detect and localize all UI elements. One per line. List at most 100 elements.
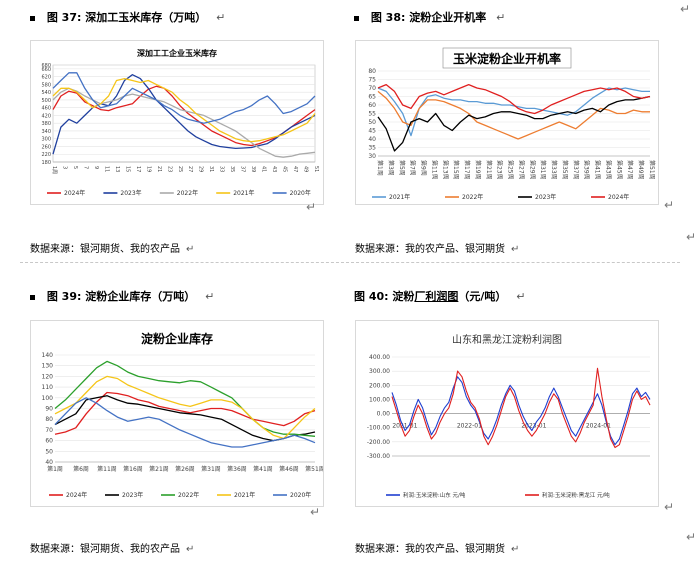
- paragraph-arrow-icon: ↵: [496, 11, 506, 24]
- paragraph-arrow-icon: ↵: [516, 290, 526, 303]
- x-tick-label: 33: [219, 166, 225, 172]
- paragraph-arrow-icon: ↵: [686, 230, 697, 244]
- figure-37-heading: 图 37: 深加工玉米库存（万吨） ↵: [30, 9, 225, 25]
- figure-38-source: 数据来源：我的农产品、银河期货 ↵: [355, 240, 519, 255]
- y-tick-label: 300: [41, 137, 51, 143]
- chart-4-panel: 山东和黑龙江淀粉利润图 -300.00 -200.00 -100.00 0.00 100.…: [355, 320, 659, 507]
- series-line: [54, 391, 316, 435]
- x-tick-label: 第49周: [637, 160, 645, 180]
- x-tick-label: 第1周: [47, 465, 63, 473]
- bullet-icon: [30, 15, 35, 21]
- x-tick-label: 21: [156, 166, 162, 172]
- series-line: [54, 395, 316, 442]
- figure-40-heading: 图 40: 淀粉厂利润图（元/吨） ↵: [354, 288, 525, 304]
- y-tick-label: 500: [41, 98, 51, 104]
- x-tick-label: 第35周: [561, 160, 569, 180]
- series-line: [54, 375, 316, 440]
- y-tick-label: 70: [368, 85, 376, 92]
- y-tick-label: -200.00: [367, 439, 390, 446]
- x-tick-label: 第45周: [615, 160, 623, 180]
- x-tick-label: 45: [282, 166, 288, 172]
- series-line: [52, 85, 316, 147]
- x-tick-label: 41: [261, 166, 267, 172]
- chart-title: 山东和黑龙江淀粉利润图: [452, 333, 562, 346]
- x-tick-label: 第33周: [550, 160, 558, 180]
- x-tick-label: 第51周: [305, 465, 323, 473]
- legend-label: 2020年: [290, 189, 311, 197]
- y-tick-label: 420: [41, 113, 51, 119]
- y-tick-label: 340: [41, 129, 51, 135]
- y-tick-label: 130: [42, 363, 54, 370]
- x-tick-label: 31: [208, 166, 214, 172]
- chart-title: 玉米淀粉企业开机率: [453, 51, 561, 66]
- series-line: [377, 83, 651, 115]
- x-tick-label: 第6周: [73, 465, 89, 473]
- legend-label: 2023年: [122, 491, 143, 499]
- x-tick-label: 17: [135, 166, 141, 172]
- paragraph-arrow-icon: ↵: [310, 505, 321, 519]
- legend-label: 2021年: [389, 193, 410, 201]
- x-tick-label: 27: [187, 166, 193, 172]
- y-tick-label: 30: [368, 153, 376, 160]
- x-tick-label: 7: [82, 166, 88, 169]
- x-tick-label: 第26周: [175, 465, 195, 473]
- x-tick-label: 23: [166, 166, 172, 172]
- x-tick-label: 47: [292, 166, 298, 172]
- paragraph-arrow-icon: ↵: [664, 198, 675, 212]
- x-tick-label: 第11周: [97, 465, 117, 473]
- series-line: [52, 87, 316, 158]
- paragraph-arrow-icon: ↵: [680, 2, 691, 16]
- legend-label: 2021年: [234, 491, 255, 499]
- chart-title-box: [442, 47, 572, 69]
- y-tick-label: 80: [45, 416, 53, 423]
- figure-39-heading: 图 39: 淀粉企业库存（万吨） ↵: [30, 288, 214, 304]
- chart-3-panel: 淀粉企业库存 40 50 60 70 80 90 100 110 120 130 140 第1周 第6周第…: [30, 320, 325, 507]
- y-tick-label: 540: [41, 90, 51, 96]
- x-tick-label: 11: [103, 166, 109, 172]
- chart-title: 淀粉企业库存: [141, 331, 213, 346]
- x-tick-label: 9: [93, 166, 99, 169]
- x-tick-label: 第19周: [474, 160, 482, 180]
- legend-label: 2024年: [608, 193, 629, 201]
- chart-4: 山东和黑龙江淀粉利润图 -300.00 -200.00 -100.00 0.00 100.…: [367, 333, 651, 499]
- y-tick-label: 580: [41, 82, 51, 88]
- y-tick-label: 50: [45, 448, 53, 455]
- series-line: [391, 376, 651, 446]
- x-tick-label: 第27周: [517, 160, 525, 180]
- x-tick-label: 第25周: [507, 160, 515, 180]
- series-line: [54, 360, 316, 437]
- x-tick-label: 15: [124, 166, 130, 172]
- legend-label: 2023年: [120, 189, 141, 197]
- y-tick-label: 35: [368, 145, 376, 152]
- paragraph-arrow-icon: ↵: [511, 544, 520, 555]
- y-tick-label: 100: [42, 395, 54, 402]
- figure-39-source: 数据来源：银河期货、我的农产品 ↵: [30, 540, 194, 555]
- series-line: [377, 90, 650, 140]
- chart-1: 深加工工企业玉米库存180220260300340380420460500540…: [41, 48, 319, 197]
- x-tick-label: 第1周: [376, 160, 384, 176]
- y-tick-label: 60: [368, 102, 376, 109]
- bullet-icon: [354, 15, 359, 21]
- figure-title-link[interactable]: 厂利润图: [414, 290, 459, 303]
- y-tick-label: 75: [368, 77, 376, 84]
- x-tick-label: 第47周: [626, 160, 634, 180]
- figure-number: 图 38:: [370, 11, 406, 24]
- figure-title: 淀粉企业库存（万吨）: [85, 290, 196, 303]
- y-tick-label: 680: [41, 63, 51, 69]
- x-tick-label: 2022-01: [457, 423, 482, 430]
- x-tick-label: 第23周: [496, 160, 504, 180]
- y-tick-label: 460: [41, 106, 51, 112]
- legend-label: 2022年: [178, 491, 199, 499]
- figure-38-heading: 图 38: 淀粉企业开机率 ↵: [354, 9, 505, 25]
- x-tick-label: 第31周: [201, 465, 221, 473]
- plot-area: [52, 64, 316, 163]
- x-tick-label: 第7周: [409, 160, 417, 176]
- y-tick-label: 300.00: [369, 368, 390, 375]
- figure-number: 图 39:: [46, 290, 82, 303]
- x-tick-label: 第31周: [539, 160, 547, 180]
- paragraph-arrow-icon: ↵: [186, 244, 195, 255]
- paragraph-arrow-icon: ↵: [686, 530, 697, 544]
- legend-label: 利润:玉米淀粉:黑龙江 元/吨: [542, 491, 610, 499]
- figure-title: 深加工玉米库存（万吨）: [85, 11, 207, 24]
- figure-number: 图 37:: [46, 11, 82, 24]
